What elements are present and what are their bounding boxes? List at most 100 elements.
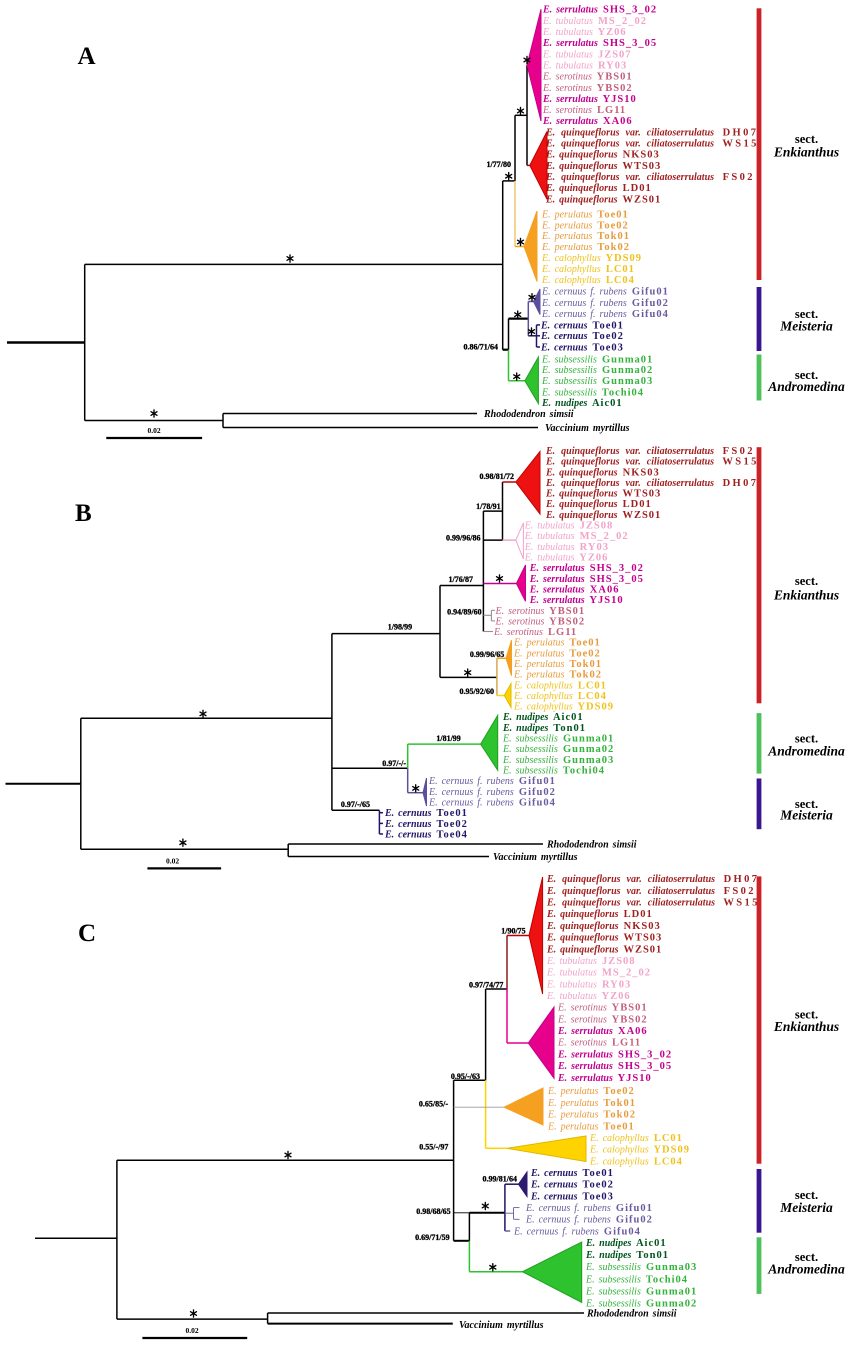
svg-text:E. perulatus Tok02: E. perulatus Tok02 — [513, 670, 602, 681]
svg-text:0.55/-/97: 0.55/-/97 — [419, 1143, 448, 1152]
svg-text:Enkianthus: Enkianthus — [773, 1019, 839, 1034]
svg-text:1/78/91: 1/78/91 — [476, 502, 500, 511]
svg-text:A: A — [78, 43, 96, 70]
svg-text:E. perulatus Toe02: E. perulatus Toe02 — [541, 220, 629, 231]
svg-text:E. serrulatus SHS_3_02: E. serrulatus SHS_3_02 — [529, 563, 644, 574]
svg-text:E. cernuus f. rubens Gifu04: E. cernuus f. rubens Gifu04 — [541, 309, 669, 320]
svg-text:E. calophyllus LC01: E. calophyllus LC01 — [513, 680, 607, 691]
svg-text:E. serrulatus XA06: E. serrulatus XA06 — [542, 116, 633, 127]
svg-text:Rhododendron simsii: Rhododendron simsii — [586, 1308, 677, 1319]
svg-text:E. nudipes Ton01: E. nudipes Ton01 — [585, 1250, 669, 1261]
svg-text:sect.: sect. — [795, 732, 818, 746]
svg-text:E. cernuus Toe02: E. cernuus Toe02 — [530, 1180, 614, 1191]
svg-text:E. serotinus LG11: E. serotinus LG11 — [542, 105, 626, 116]
svg-text:sect.: sect. — [795, 132, 818, 146]
svg-text:E. quinqueflorus NKS03: E. quinqueflorus NKS03 — [545, 467, 660, 478]
svg-text:E. subsessilis Gunma01: E. subsessilis Gunma01 — [585, 1287, 697, 1298]
svg-text:0.86/71/64: 0.86/71/64 — [464, 343, 498, 352]
svg-text:Meisteria: Meisteria — [779, 808, 833, 823]
svg-text:E. quinqueflorus NKS03: E. quinqueflorus NKS03 — [545, 150, 660, 161]
svg-text:sect.: sect. — [795, 1250, 818, 1264]
svg-text:E. nudipes Ton01: E. nudipes Ton01 — [502, 723, 586, 734]
svg-text:E. cernuus Toe04: E. cernuus Toe04 — [384, 829, 468, 840]
svg-text:E. serotinus YBS02: E. serotinus YBS02 — [495, 616, 586, 627]
svg-text:Enkianthus: Enkianthus — [773, 588, 839, 603]
svg-text:0.95/92/60: 0.95/92/60 — [460, 687, 494, 696]
svg-text:E. perulatus Tok01: E. perulatus Tok01 — [547, 1098, 636, 1109]
svg-text:0.97/-/-: 0.97/-/- — [382, 759, 406, 768]
svg-text:0.65/85/-: 0.65/85/- — [419, 1100, 448, 1109]
svg-text:E. quinqueflorus WTS03: E. quinqueflorus WTS03 — [545, 489, 661, 500]
svg-text:E. calophyllus LC04: E. calophyllus LC04 — [513, 691, 607, 702]
svg-text:E. calophyllus LC01: E. calophyllus LC01 — [589, 1133, 683, 1144]
svg-text:E. cernuus f. rubens Gifu01: E. cernuus f. rubens Gifu01 — [525, 1203, 653, 1214]
svg-text:E. quinqueflorus WZS01: E. quinqueflorus WZS01 — [546, 944, 662, 955]
svg-text:Meisteria: Meisteria — [779, 1200, 833, 1215]
svg-text:E. serotinus LG11: E. serotinus LG11 — [493, 627, 577, 638]
svg-text:sect.: sect. — [795, 1188, 818, 1202]
svg-text:E. tubulatus RY03: E. tubulatus RY03 — [524, 542, 609, 553]
svg-text:0.02: 0.02 — [166, 857, 179, 866]
svg-text:E. cernuus f. rubens Gifu01: E. cernuus f. rubens Gifu01 — [428, 776, 556, 787]
svg-text:0.94/89/60: 0.94/89/60 — [447, 608, 481, 617]
svg-text:E. quinqueflorus var. ciliatos: E. quinqueflorus var. ciliatoserrulatus … — [546, 874, 759, 885]
svg-text:E. subsessilis Gunma02: E. subsessilis Gunma02 — [502, 744, 614, 755]
svg-text:E. perulatus Toe02: E. perulatus Toe02 — [547, 1086, 635, 1097]
svg-text:E. cernuus f. rubens Gifu04: E. cernuus f. rubens Gifu04 — [513, 1226, 641, 1237]
svg-text:E. calophyllus YDS09: E. calophyllus YDS09 — [541, 253, 642, 264]
svg-text:E. serrulatus SHS_3_05: E. serrulatus SHS_3_05 — [529, 574, 644, 585]
svg-text:E. quinqueflorus var. ciliatos: E. quinqueflorus var. ciliatoserrulatus … — [545, 478, 758, 489]
svg-text:E. cernuus Toe01: E. cernuus Toe01 — [530, 1168, 614, 1179]
svg-text:E. perulatus Tok01: E. perulatus Tok01 — [541, 231, 630, 242]
svg-text:E. subsessilis Tochi04: E. subsessilis Tochi04 — [502, 766, 605, 777]
svg-text:E. subsessilis Gunma01: E. subsessilis Gunma01 — [502, 734, 614, 745]
svg-text:E. perulatus Toe01: E. perulatus Toe01 — [513, 638, 601, 649]
svg-text:E. serrulatus SHS_3_02: E. serrulatus SHS_3_02 — [557, 1049, 672, 1060]
svg-text:Andromedina: Andromedina — [767, 379, 845, 394]
svg-text:E. subsessilis Gunma01: E. subsessilis Gunma01 — [541, 354, 653, 365]
svg-text:Vaccinium myrtillus: Vaccinium myrtillus — [545, 423, 630, 434]
svg-text:E. subsessilis Tochi04: E. subsessilis Tochi04 — [585, 1274, 688, 1285]
svg-text:1/77/80: 1/77/80 — [487, 160, 511, 169]
svg-text:E. nudipes Aic01: E. nudipes Aic01 — [585, 1238, 667, 1249]
svg-text:E. tubulatus JZS08: E. tubulatus JZS08 — [546, 956, 636, 967]
svg-text:E. quinqueflorus var. ciliatos: E. quinqueflorus var. ciliatoserrulatus … — [545, 446, 755, 457]
svg-text:E. serrulatus XA06: E. serrulatus XA06 — [529, 585, 620, 596]
svg-text:1/98/99: 1/98/99 — [388, 623, 412, 632]
svg-text:0.99/81/64: 0.99/81/64 — [483, 1175, 517, 1184]
svg-text:E. serotinus YBS01: E. serotinus YBS01 — [495, 606, 586, 617]
svg-text:E. quinqueflorus WTS03: E. quinqueflorus WTS03 — [546, 933, 662, 944]
svg-text:E. quinqueflorus var. ciliatos: E. quinqueflorus var. ciliatoserrulatus … — [545, 127, 758, 138]
svg-text:E. calophyllus LC01: E. calophyllus LC01 — [541, 264, 635, 275]
svg-text:E. quinqueflorus var. ciliatos: E. quinqueflorus var. ciliatoserrulatus … — [546, 898, 760, 909]
svg-text:0.69/71/59: 0.69/71/59 — [415, 1233, 449, 1242]
svg-text:E. subsessilis Gunma03: E. subsessilis Gunma03 — [541, 376, 653, 387]
svg-text:sect.: sect. — [795, 368, 818, 382]
svg-text:E. serotinus YBS01: E. serotinus YBS01 — [557, 1003, 648, 1014]
svg-text:E. perulatus Tok02: E. perulatus Tok02 — [547, 1110, 636, 1121]
svg-text:E. tubulatus JZS08: E. tubulatus JZS08 — [524, 521, 614, 532]
svg-text:sect.: sect. — [795, 1008, 818, 1022]
svg-text:E. cernuus Toe02: E. cernuus Toe02 — [540, 331, 624, 342]
svg-text:Rhododendron simsii: Rhododendron simsii — [546, 839, 637, 850]
svg-text:E. subsessilis Gunma03: E. subsessilis Gunma03 — [585, 1262, 697, 1273]
svg-text:Meisteria: Meisteria — [779, 319, 833, 334]
svg-text:E. perulatus Toe02: E. perulatus Toe02 — [513, 648, 601, 659]
svg-text:E. quinqueflorus LD01: E. quinqueflorus LD01 — [545, 499, 652, 510]
svg-text:E. nudipes Aic01: E. nudipes Aic01 — [541, 398, 623, 409]
svg-text:E. serotinus YBS02: E. serotinus YBS02 — [542, 83, 633, 94]
svg-text:E. subsessilis Gunma03: E. subsessilis Gunma03 — [502, 755, 614, 766]
svg-text:E. serrulatus YJS10: E. serrulatus YJS10 — [557, 1073, 652, 1084]
svg-text:E. tubulatus MS_2_02: E. tubulatus MS_2_02 — [542, 16, 647, 27]
svg-text:E. serrulatus SHS_3_02: E. serrulatus SHS_3_02 — [542, 5, 657, 16]
svg-text:0.02: 0.02 — [185, 1326, 198, 1335]
svg-text:E. serrulatus YJS10: E. serrulatus YJS10 — [529, 595, 624, 606]
svg-text:E. cernuus Toe03: E. cernuus Toe03 — [530, 1191, 614, 1202]
svg-text:E. cernuus f. rubens Gifu02: E. cernuus f. rubens Gifu02 — [541, 298, 669, 309]
svg-text:E. cernuus f. rubens Gifu04: E. cernuus f. rubens Gifu04 — [428, 797, 556, 808]
svg-text:1/76/87: 1/76/87 — [449, 575, 473, 584]
svg-text:E. quinqueflorus WZS01: E. quinqueflorus WZS01 — [545, 194, 661, 205]
svg-text:0.95/-/63: 0.95/-/63 — [451, 1072, 480, 1081]
svg-text:E. cernuus Toe02: E. cernuus Toe02 — [384, 819, 468, 830]
svg-text:E. cernuus f. rubens Gifu01: E. cernuus f. rubens Gifu01 — [541, 287, 669, 298]
